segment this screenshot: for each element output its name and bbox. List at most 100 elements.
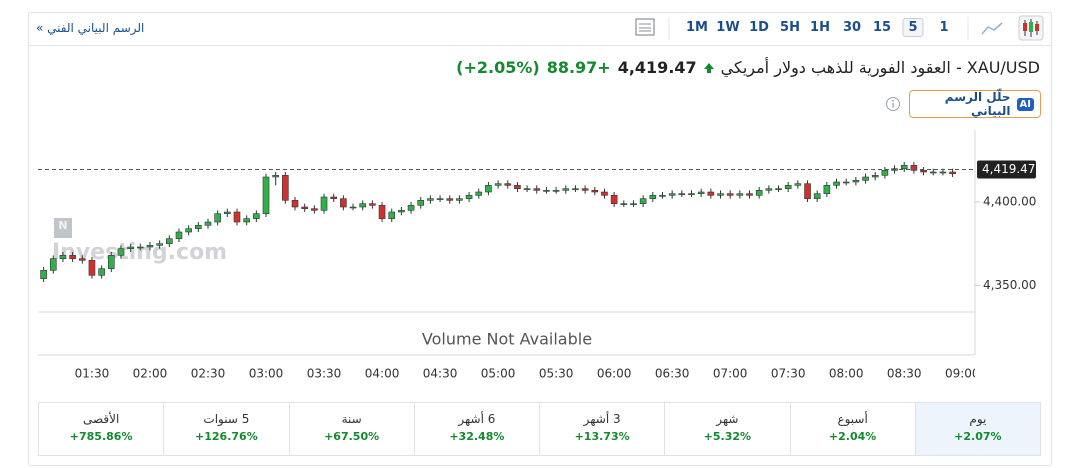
performance-label[interactable]: 5 سنوات <box>203 412 250 426</box>
timeframe-button[interactable]: 1H <box>810 20 830 35</box>
candle-body <box>233 211 241 223</box>
watermark-logo <box>54 218 72 238</box>
timeframe-button[interactable]: 5 <box>902 18 924 37</box>
plot-area: 01:30 02:00 02:30 03:00 03:30 04:00 04:30 05:00… <box>40 162 975 381</box>
candle-body <box>224 211 231 214</box>
performance-cell[interactable]: 3 أشهر +13.73% <box>539 403 664 455</box>
candle-body <box>349 206 357 209</box>
candle-body <box>291 200 299 208</box>
y-tick-label: 4,350.00 <box>983 278 1036 292</box>
performance-cell[interactable]: سنة +67.50% <box>288 403 414 455</box>
instrument-name: XAU/USD - العقود الفورية للذهب دولار أمر… <box>720 58 1040 77</box>
timeframe-button[interactable]: 1W <box>716 20 740 35</box>
info-icon[interactable] <box>885 96 901 112</box>
performance-value[interactable]: +32.48% <box>449 430 505 443</box>
change: +88.97 <box>546 58 611 77</box>
candle-body <box>59 255 67 259</box>
change-pct: (+2.05%) <box>456 58 540 77</box>
performance-cell[interactable]: أسبوع +2.04% <box>789 403 915 455</box>
candle-body <box>572 188 579 190</box>
timeframe-button[interactable]: 15 <box>872 20 892 35</box>
header-title[interactable]: الرسم البياني الفني <box>47 21 145 35</box>
candle-body <box>485 185 492 193</box>
candle-body <box>88 260 96 276</box>
x-tick-label: 06:30 <box>655 367 690 381</box>
performance-cell[interactable]: شهر +5.32% <box>664 403 789 455</box>
candle-body <box>465 195 473 199</box>
technical-chart-link[interactable]: الرسم البياني الفني » <box>36 21 144 35</box>
price: 4,419.47 <box>617 58 697 77</box>
chart: N Investing.com Volume Not Available 4,4… <box>38 130 1036 381</box>
candle-body <box>137 246 144 249</box>
x-tick-label: 08:30 <box>887 367 922 381</box>
performance-label[interactable]: أسبوع <box>837 412 868 426</box>
candle-body <box>929 171 937 174</box>
candle-body <box>340 198 347 208</box>
candle-body <box>359 203 367 208</box>
performance-label[interactable]: 6 أشهر <box>458 412 496 426</box>
x-tick-label: 07:30 <box>771 367 806 381</box>
performance-label[interactable]: يوم <box>969 412 987 426</box>
candle-body <box>939 171 947 174</box>
candle-body <box>407 205 415 211</box>
performance-value[interactable]: +67.50% <box>324 430 380 443</box>
candle-body <box>282 175 289 201</box>
candle-body <box>369 203 376 206</box>
candle-body <box>388 211 396 219</box>
candle-body <box>717 193 724 196</box>
performance-value[interactable]: +785.86% <box>69 430 133 443</box>
x-tick-label: 04:00 <box>365 367 400 381</box>
candle-body <box>784 185 792 189</box>
candle-body <box>755 190 763 196</box>
performance-value[interactable]: +2.07% <box>954 430 1002 443</box>
last-price-label: 4,419.47 <box>982 162 1035 176</box>
candle-body <box>581 188 589 191</box>
candle-body <box>378 205 386 219</box>
x-tick-label: 03:30 <box>307 367 342 381</box>
performance-cell[interactable]: 5 سنوات +126.76% <box>163 403 288 455</box>
performance-label[interactable]: سنة <box>341 412 362 426</box>
performance-cell[interactable]: 6 أشهر +32.48% <box>413 403 539 455</box>
performance-value[interactable]: +2.04% <box>828 430 877 443</box>
candle-body <box>78 258 86 261</box>
candle-body <box>910 165 918 171</box>
candle-body <box>765 188 773 191</box>
candle-body <box>533 188 541 191</box>
ai-label[interactable]: حلّل الرسم البياني <box>944 90 1011 118</box>
candle-body <box>707 191 715 196</box>
area-chart-icon[interactable] <box>981 22 1003 35</box>
candle-icon[interactable] <box>1018 15 1044 41</box>
timeframe-button[interactable]: 1D <box>749 20 769 35</box>
performance-cell[interactable]: الأقصى +785.86% <box>39 403 163 455</box>
performance-value[interactable]: +5.32% <box>703 430 752 443</box>
last-price-box <box>977 160 1036 179</box>
candle-body <box>514 185 521 189</box>
ai-analyze-button[interactable]: AI حلّل الرسم البياني <box>909 90 1041 118</box>
timeframe-button[interactable]: 1 <box>939 20 949 35</box>
candle-body <box>98 268 105 276</box>
performance-value[interactable]: +13.73% <box>574 430 630 443</box>
candle-body <box>881 170 889 176</box>
candle-body <box>166 238 173 244</box>
performance-label[interactable]: شهر <box>716 412 739 426</box>
widget-frame <box>28 12 1052 466</box>
performance-value[interactable]: +126.76% <box>195 430 258 443</box>
performance-cell[interactable]: يوم +2.07% <box>914 403 1040 455</box>
header-arrow[interactable]: » <box>36 21 44 35</box>
candle-body <box>330 196 338 199</box>
performance-label[interactable]: الأقصى <box>82 412 120 426</box>
timeframe-button[interactable]: 1M <box>686 20 708 35</box>
candle-body <box>852 180 860 183</box>
candle-body <box>736 193 744 196</box>
candle-body <box>842 181 850 184</box>
ai-badge[interactable]: AI <box>1016 97 1034 111</box>
timeframe-button[interactable]: 5H <box>780 20 800 35</box>
performance-label[interactable]: 3 أشهر <box>583 412 621 426</box>
volume-note: Volume Not Available <box>422 330 592 349</box>
timeframe-button[interactable]: 30 <box>842 20 862 35</box>
candle-body <box>504 183 512 186</box>
candle-body <box>639 198 647 204</box>
candle-body <box>49 258 57 271</box>
table-icon[interactable] <box>635 18 655 36</box>
candle-body <box>262 176 270 214</box>
